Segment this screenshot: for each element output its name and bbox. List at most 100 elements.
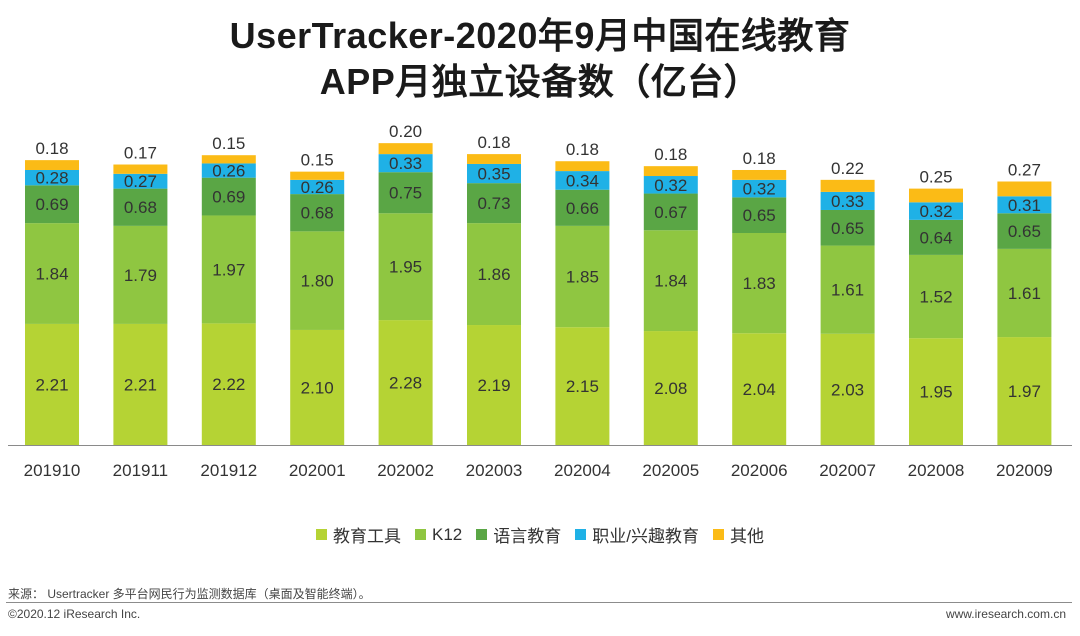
- bar-segment: [378, 143, 433, 155]
- website-url: www.iresearch.com.cn: [945, 607, 1066, 621]
- x-tick-label: 202004: [554, 461, 611, 480]
- bar-segment: [909, 338, 963, 445]
- bar-segment: [113, 323, 168, 445]
- legend-item: 语言教育: [476, 522, 561, 547]
- bar-segment: [997, 196, 1052, 214]
- x-tick-label: 202006: [731, 461, 788, 480]
- data-label: 0.26: [301, 178, 334, 197]
- data-label: 1.79: [124, 266, 157, 285]
- x-tick-label: 202001: [289, 461, 346, 480]
- data-label: 0.31: [1008, 196, 1041, 215]
- bar-segment: [201, 155, 256, 164]
- chart-title-line-1: UserTracker-2020年9月中国在线教育: [229, 15, 851, 56]
- bar-segment: [732, 179, 787, 198]
- data-label: 2.21: [35, 375, 68, 394]
- bar-segment: [555, 189, 610, 226]
- stacked-bar-chart: 2.21 1.84 0.69 0.28 0.18 201910 2.21 1.79 0.68 0.…: [8, 122, 1072, 480]
- bar-segment: [820, 179, 875, 192]
- data-label: 2.28: [389, 374, 422, 393]
- legend-swatch: [415, 529, 426, 540]
- bar-segment: [997, 213, 1052, 249]
- bar-segment: [290, 329, 345, 445]
- data-label: 0.35: [477, 165, 510, 184]
- bar-segment: [378, 172, 433, 214]
- data-label: 2.19: [477, 376, 510, 395]
- legend-swatch: [712, 529, 724, 540]
- data-label: 0.18: [654, 145, 687, 164]
- data-label: 1.61: [1008, 284, 1041, 303]
- data-label: 2.03: [831, 380, 864, 399]
- legend-item: K12: [415, 525, 462, 545]
- data-label: 0.27: [1008, 160, 1041, 179]
- data-label: 0.20: [389, 122, 422, 141]
- bar-segment: [555, 171, 610, 190]
- legend-swatch: [476, 529, 488, 540]
- chart-legend: 教育工具 K12 语言教育 职业/兴趣教育 其他: [0, 522, 1080, 547]
- x-tick-label: 202005: [642, 461, 699, 480]
- data-label: 1.61: [831, 281, 864, 300]
- data-label: 0.28: [35, 169, 68, 188]
- bar-segment: [820, 209, 875, 246]
- x-tick-label: 201911: [113, 461, 168, 480]
- data-label: 0.32: [654, 176, 687, 195]
- data-label: 0.27: [124, 172, 157, 191]
- bar-segment: [113, 225, 168, 324]
- legend-item: 其他: [712, 522, 764, 547]
- legend-label: 语言教育: [493, 527, 562, 546]
- bar-segment: [378, 213, 433, 321]
- bar-segment: [997, 248, 1052, 338]
- source-note: 来源： Usertracker 多平台网民行为监测数据库（桌面及智能终端）。: [8, 587, 371, 601]
- bar-segment: [909, 219, 963, 255]
- bar-segment: [201, 163, 256, 178]
- data-label: 1.86: [477, 265, 510, 284]
- data-label: 0.25: [919, 168, 952, 187]
- data-label: 1.95: [919, 383, 952, 402]
- bar-segment: [467, 183, 521, 224]
- data-label: 0.17: [124, 144, 157, 163]
- bar-segment: [25, 185, 79, 224]
- data-label: 1.97: [212, 260, 245, 279]
- bar-segment: [25, 323, 79, 445]
- legend-swatch: [316, 529, 327, 540]
- x-tick-label: 202003: [466, 461, 523, 480]
- data-label: 0.18: [35, 139, 68, 158]
- bar-segment: [113, 173, 168, 189]
- legend-label: 其他: [729, 527, 764, 546]
- x-tick-label: 201910: [24, 461, 81, 480]
- x-tick-label: 202009: [996, 461, 1053, 480]
- x-tick-label: 202007: [819, 461, 876, 480]
- bar-segment: [113, 164, 168, 174]
- bar-segment: [201, 177, 256, 216]
- chart-title-line-2: APP月独立设备数（亿台）: [319, 61, 761, 102]
- bar-segment: [201, 323, 256, 445]
- bar-segment: [113, 188, 168, 226]
- x-tick-label: 202002: [377, 461, 434, 480]
- bar-segment: [909, 202, 963, 220]
- bar-segment: [467, 154, 521, 164]
- bar-segment: [643, 176, 698, 194]
- data-label: 0.69: [35, 195, 68, 214]
- data-label: 0.32: [919, 202, 952, 221]
- bar-segment: [997, 337, 1052, 445]
- data-label: 0.33: [389, 154, 422, 173]
- data-label: 0.15: [212, 134, 245, 153]
- bar-segment: [201, 215, 256, 324]
- bar-segment: [732, 333, 787, 445]
- data-label: 2.22: [212, 375, 245, 394]
- bar-segment: [643, 166, 698, 177]
- legend-swatch: [575, 529, 587, 540]
- data-label: 0.75: [389, 184, 422, 203]
- legend-item: 教育工具: [316, 522, 401, 547]
- data-label: 1.85: [566, 268, 599, 287]
- data-label: 2.21: [124, 375, 157, 394]
- data-label: 0.67: [654, 203, 687, 222]
- data-label: 0.64: [919, 228, 952, 247]
- data-label: 1.80: [301, 272, 334, 291]
- data-label: 0.18: [743, 149, 776, 168]
- data-label: 0.26: [212, 162, 245, 181]
- x-tick-label: 201912: [200, 461, 257, 480]
- bar-segment: [555, 161, 610, 172]
- x-tick-label: 202008: [908, 461, 965, 480]
- bar-segment: [820, 333, 875, 445]
- bar-segment: [909, 188, 963, 203]
